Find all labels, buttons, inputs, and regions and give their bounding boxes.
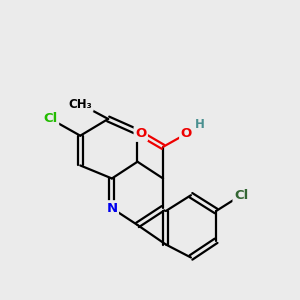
Text: O: O [181, 127, 192, 140]
Text: N: N [106, 202, 118, 215]
Text: CH₃: CH₃ [68, 98, 92, 111]
Text: O: O [135, 127, 146, 140]
Text: H: H [194, 118, 204, 131]
Text: Cl: Cl [44, 112, 58, 125]
Text: Cl: Cl [234, 189, 248, 202]
